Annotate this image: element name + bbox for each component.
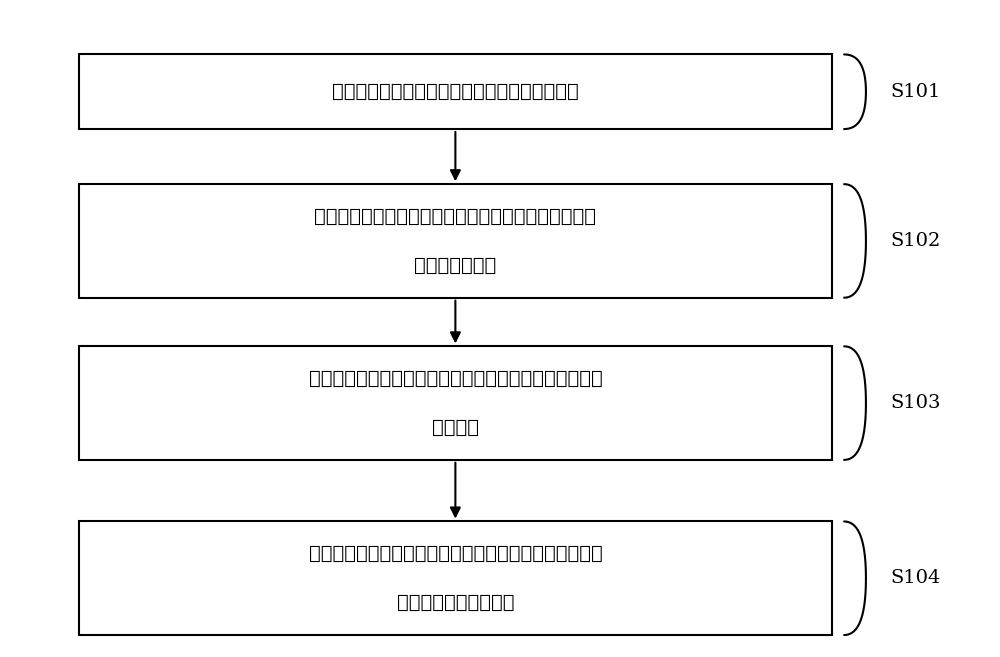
Text: 根据车辆的历史轨迹数据提取车辆的停靠点数据: 根据车辆的历史轨迹数据提取车辆的停靠点数据 [332,82,579,101]
FancyBboxPatch shape [79,184,832,298]
Text: 通过密度峰值聚类算法对所述停靠点数据进行聚类，得: 通过密度峰值聚类算法对所述停靠点数据进行聚类，得 [314,207,596,226]
FancyBboxPatch shape [79,55,832,129]
Text: S104: S104 [891,569,941,587]
FancyBboxPatch shape [79,346,832,460]
Text: S101: S101 [891,83,941,101]
Text: S103: S103 [891,394,941,412]
Text: 根据车辆的历史行驶轨迹，计算每个停靠点簇中网格之间: 根据车辆的历史行驶轨迹，计算每个停靠点簇中网格之间 [309,369,602,388]
Text: 得到分割后的停靠点簇: 得到分割后的停靠点簇 [397,593,514,612]
Text: 根据网格之间的相似度对每个停靠点簇进行连通性分割，: 根据网格之间的相似度对每个停靠点簇进行连通性分割， [309,545,602,564]
FancyBboxPatch shape [79,522,832,635]
Text: S102: S102 [891,232,941,250]
Text: 到多个停靠点簇: 到多个停靠点簇 [414,256,497,275]
Text: 的相似度: 的相似度 [432,418,479,437]
